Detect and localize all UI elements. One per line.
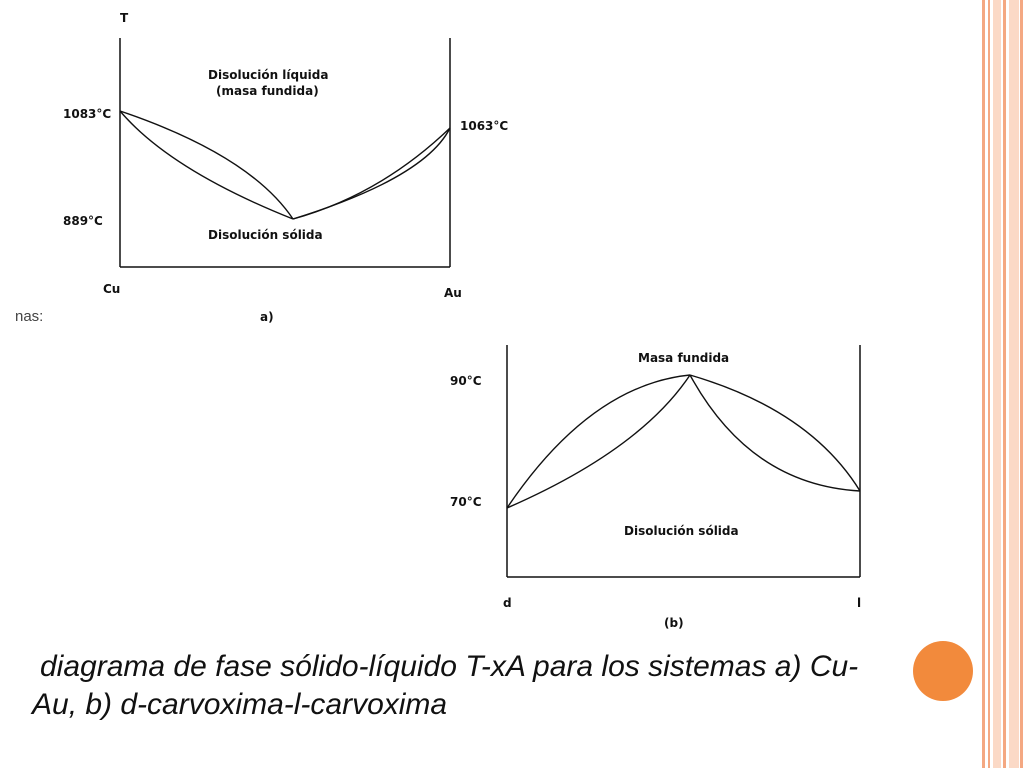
liquidus-right	[292, 127, 451, 220]
phase-diagram-cu-au: T Disolución líquida (masa fundida) Diso…	[60, 0, 530, 330]
temp-max-label: 90°C	[450, 374, 482, 388]
caption: diagrama de fase sólido-líquido T-xA par…	[32, 648, 982, 724]
solidus-right	[292, 127, 451, 220]
temp-ends-label: 70°C	[450, 495, 482, 509]
temp-left-label: 1083°C	[63, 107, 111, 121]
temp-min-label: 889°C	[63, 214, 103, 228]
axis-title-t: T	[120, 11, 129, 25]
comp-right-label: l	[857, 596, 861, 610]
comp-left-label: Cu	[103, 282, 120, 296]
region-solid: Disolución sólida	[208, 228, 323, 242]
bullet-dot	[913, 641, 973, 701]
frame-stripe-4	[1003, 0, 1006, 768]
solidus-right	[689, 374, 861, 492]
comp-left-label: d	[503, 596, 512, 610]
frame-stripe-2	[988, 0, 990, 768]
comp-right-label: Au	[444, 286, 462, 300]
solidus-left	[119, 110, 294, 220]
phase-diagram-carvoxima: Masa fundida Disolución sólida 90°C 70°C…	[440, 335, 890, 635]
region-liquid-line1: Disolución líquida	[208, 68, 328, 82]
cropped-side-label: nas:	[15, 308, 44, 325]
liquidus-left	[506, 374, 691, 509]
liquidus-right	[689, 374, 861, 492]
solidus-left	[506, 374, 691, 509]
liquidus-left	[119, 110, 294, 220]
frame-stripe-5	[1009, 0, 1019, 768]
caption-line-2: Au, b) d-carvoxima-l-carvoxima	[32, 688, 448, 721]
region-solid: Disolución sólida	[624, 524, 739, 538]
caption-line-1: diagrama de fase sólido-líquido T-xA par…	[40, 650, 859, 683]
panel-label-a: a)	[260, 310, 274, 324]
frame-stripe-1	[982, 0, 985, 768]
region-liquid: Masa fundida	[638, 351, 729, 365]
frame-stripe-3	[993, 0, 1001, 768]
panel-label-b: (b)	[664, 616, 684, 630]
temp-right-label: 1063°C	[460, 119, 508, 133]
region-liquid-line2: (masa fundida)	[216, 84, 319, 98]
frame-stripe-6	[1020, 0, 1023, 768]
